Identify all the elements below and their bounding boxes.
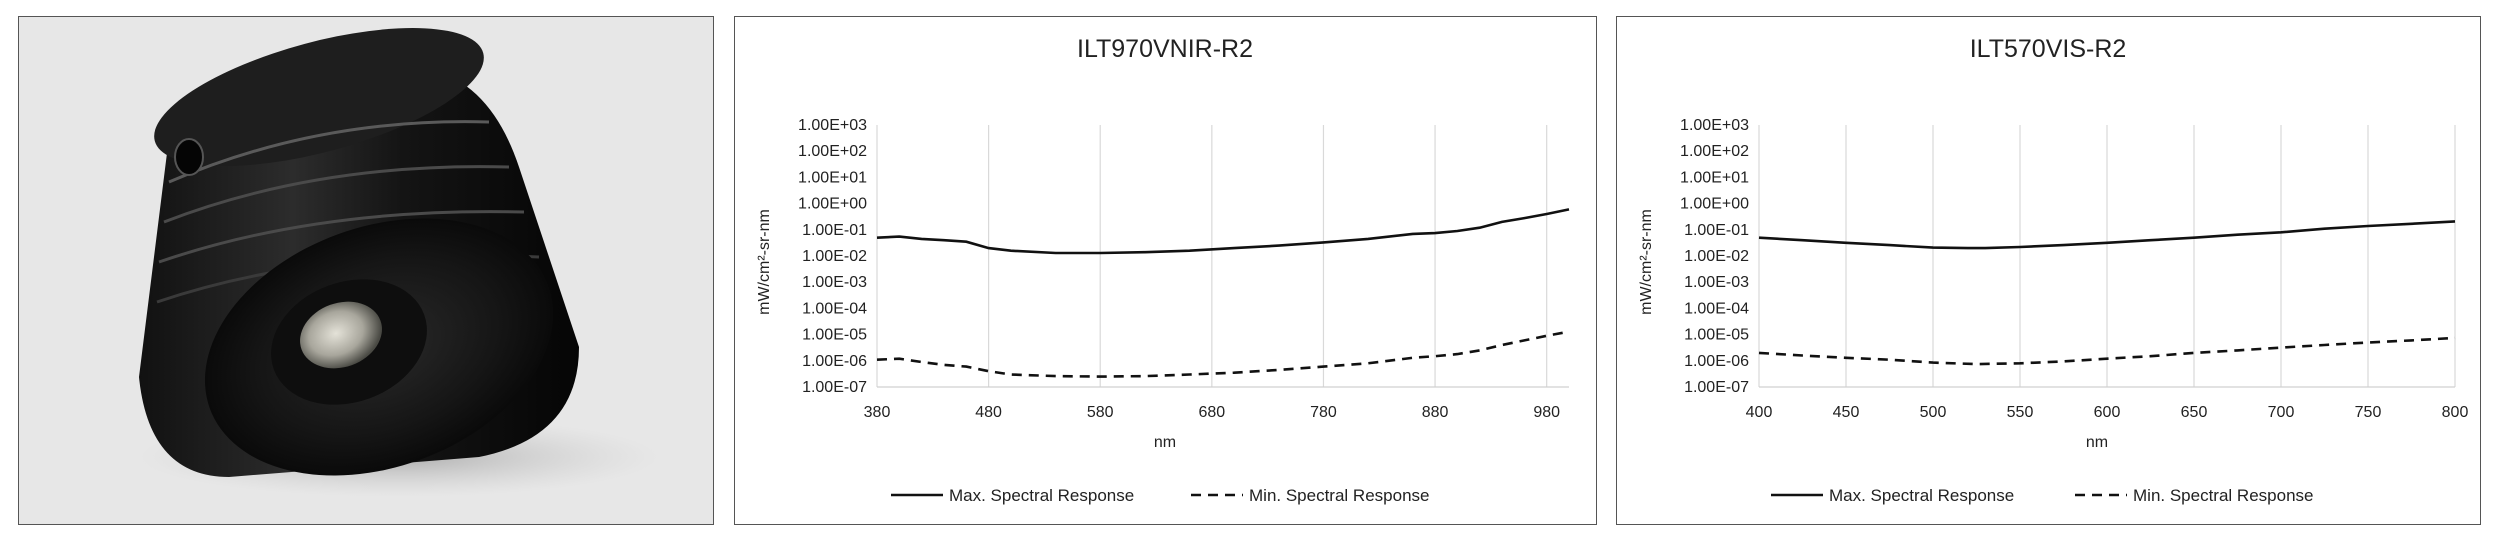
- x-axis-label: nm: [1154, 434, 1176, 451]
- legend-label: Max. Spectral Response: [1829, 486, 2014, 505]
- max-response-line: [1758, 220, 2456, 250]
- y-tick-label: 1.00E+01: [798, 169, 867, 186]
- min-response-line: [876, 330, 1570, 378]
- legend-label: Min. Spectral Response: [1249, 486, 1429, 505]
- spectral-chart-ilt970vnir: ILT970VNIR-R2 1.00E-07 1.00E-06 1.00E-05 1.…: [734, 16, 1597, 525]
- y-tick-label: 1.00E+03: [798, 117, 867, 134]
- x-tick-label: 880: [1422, 404, 1449, 421]
- y-tick-label: 1.00E-04: [802, 300, 867, 317]
- y-tick-label: 1.00E+03: [1680, 117, 1749, 134]
- x-tick-label: 800: [2442, 404, 2469, 421]
- min-response-line: [1758, 336, 2456, 366]
- x-tick-label: 750: [2355, 404, 2382, 421]
- y-tick-label: 1.00E+00: [1680, 196, 1749, 213]
- x-tick-label: 500: [1920, 404, 1947, 421]
- x-tick-label: 480: [975, 404, 1002, 421]
- y-tick-label: 1.00E+02: [1680, 143, 1749, 160]
- x-tick-label: 680: [1198, 404, 1225, 421]
- y-tick-label: 1.00E+02: [798, 143, 867, 160]
- spectral-chart-ilt570vis: ILT570VIS-R2 1.00E-07 1.00E-06 1.00E-05 1.0…: [1616, 16, 2481, 525]
- y-tick-label: 1.00E+01: [1680, 169, 1749, 186]
- legend-label: Max. Spectral Response: [949, 486, 1134, 505]
- x-tick-label: 600: [2094, 404, 2121, 421]
- y-tick-label: 1.00E-07: [1684, 379, 1749, 396]
- x-axis-label: nm: [2086, 434, 2108, 451]
- y-tick-label: 1.00E-01: [1684, 222, 1749, 239]
- x-tick-label: 780: [1310, 404, 1337, 421]
- chart-svg: ILT570VIS-R2 1.00E-07 1.00E-06 1.00E-05 1.0…: [1638, 35, 2469, 505]
- x-tick-label: 580: [1087, 404, 1114, 421]
- chart-title: ILT570VIS-R2: [1970, 35, 2127, 63]
- y-tick-label: 1.00E+00: [798, 196, 867, 213]
- x-tick-label: 700: [2268, 404, 2295, 421]
- x-tick-label: 550: [2007, 404, 2034, 421]
- cylindrical-black-optic-icon: [19, 17, 712, 523]
- y-tick-label: 1.00E-05: [1684, 327, 1749, 344]
- y-axis-label: mW/cm²-sr-nm: [1638, 209, 1655, 315]
- y-tick-label: 1.00E-06: [1684, 353, 1749, 370]
- y-tick-label: 1.00E-03: [802, 274, 867, 291]
- x-tick-label: 400: [1746, 404, 1773, 421]
- max-response-line: [876, 208, 1570, 255]
- y-tick-label: 1.00E-02: [1684, 248, 1749, 265]
- y-tick-label: 1.00E-02: [802, 248, 867, 265]
- y-tick-label: 1.00E-06: [802, 353, 867, 370]
- y-tick-label: 1.00E-04: [1684, 300, 1749, 317]
- y-tick-label: 1.00E-03: [1684, 274, 1749, 291]
- chart-title: ILT970VNIR-R2: [1077, 35, 1253, 63]
- y-tick-label: 1.00E-01: [802, 222, 867, 239]
- x-tick-label: 980: [1533, 404, 1560, 421]
- y-axis-label: mW/cm²-sr-nm: [756, 209, 773, 315]
- chart-svg: ILT970VNIR-R2 1.00E-07 1.00E-06 1.00E-05 1.…: [756, 35, 1570, 505]
- product-photo: [18, 16, 714, 525]
- y-tick-label: 1.00E-07: [802, 379, 867, 396]
- x-tick-label: 450: [1833, 404, 1860, 421]
- x-tick-label: 380: [864, 404, 891, 421]
- x-tick-label: 650: [2181, 404, 2208, 421]
- y-tick-label: 1.00E-05: [802, 327, 867, 344]
- legend-label: Min. Spectral Response: [2133, 486, 2313, 505]
